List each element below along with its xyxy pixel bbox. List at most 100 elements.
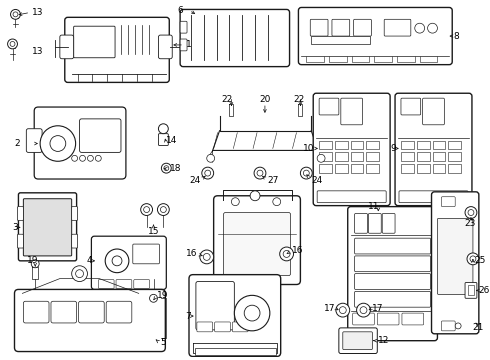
FancyBboxPatch shape [319, 98, 339, 115]
Circle shape [200, 250, 214, 264]
Bar [401, 164, 414, 173]
FancyBboxPatch shape [332, 19, 350, 36]
Bar [195, 348, 276, 355]
Circle shape [234, 295, 270, 331]
Circle shape [161, 163, 171, 173]
Bar [329, 56, 347, 62]
Bar [367, 152, 379, 161]
Circle shape [244, 305, 260, 321]
Circle shape [205, 170, 211, 176]
Circle shape [283, 251, 290, 257]
Text: 24: 24 [190, 176, 201, 185]
Circle shape [231, 198, 239, 206]
Circle shape [202, 167, 214, 179]
Bar [448, 140, 461, 149]
Circle shape [250, 191, 260, 201]
Circle shape [144, 207, 149, 212]
FancyBboxPatch shape [18, 207, 24, 220]
Circle shape [468, 210, 474, 216]
Bar [401, 140, 414, 149]
Text: 23: 23 [465, 219, 476, 228]
FancyBboxPatch shape [223, 212, 291, 276]
FancyBboxPatch shape [343, 332, 372, 350]
Circle shape [465, 207, 477, 219]
Circle shape [96, 156, 101, 161]
Text: 20: 20 [259, 95, 270, 104]
Text: 5: 5 [160, 338, 166, 347]
Text: 19: 19 [26, 256, 38, 265]
FancyBboxPatch shape [51, 301, 76, 323]
FancyBboxPatch shape [401, 98, 421, 115]
FancyBboxPatch shape [399, 191, 468, 203]
Text: 14: 14 [166, 136, 178, 145]
Text: 11: 11 [368, 202, 379, 211]
Text: 9: 9 [390, 144, 396, 153]
FancyBboxPatch shape [92, 236, 166, 289]
Bar [401, 152, 414, 161]
Circle shape [141, 204, 152, 216]
Circle shape [75, 270, 83, 278]
Circle shape [72, 156, 77, 161]
Text: 16: 16 [186, 249, 198, 258]
Circle shape [360, 307, 367, 314]
Text: 19: 19 [156, 291, 168, 300]
FancyBboxPatch shape [15, 289, 165, 352]
FancyBboxPatch shape [402, 313, 424, 325]
FancyBboxPatch shape [60, 35, 74, 59]
Bar [319, 152, 332, 161]
Circle shape [254, 167, 266, 179]
Text: 17: 17 [372, 304, 384, 313]
Text: 7: 7 [185, 311, 191, 320]
FancyBboxPatch shape [72, 234, 77, 248]
Bar [448, 164, 461, 173]
Circle shape [40, 126, 75, 161]
FancyBboxPatch shape [341, 98, 363, 125]
Circle shape [207, 154, 215, 162]
Circle shape [160, 207, 166, 212]
Text: 10: 10 [303, 144, 314, 153]
Bar [335, 164, 348, 173]
FancyBboxPatch shape [354, 19, 371, 36]
Circle shape [257, 170, 263, 176]
Circle shape [8, 39, 18, 49]
Circle shape [11, 9, 21, 19]
FancyBboxPatch shape [214, 196, 300, 284]
FancyBboxPatch shape [106, 301, 132, 323]
FancyBboxPatch shape [158, 134, 168, 145]
Circle shape [105, 249, 129, 273]
FancyBboxPatch shape [298, 8, 452, 65]
Text: 2: 2 [15, 139, 21, 148]
FancyBboxPatch shape [26, 129, 42, 152]
Text: 17: 17 [324, 304, 336, 313]
Bar [433, 164, 445, 173]
FancyBboxPatch shape [232, 322, 248, 332]
Bar [306, 56, 324, 62]
Circle shape [415, 23, 425, 33]
Text: 27: 27 [267, 176, 278, 185]
Circle shape [112, 256, 122, 266]
Circle shape [428, 23, 438, 33]
FancyBboxPatch shape [382, 213, 395, 233]
FancyBboxPatch shape [432, 192, 479, 334]
Text: 21: 21 [472, 323, 484, 332]
Text: 22: 22 [294, 95, 305, 104]
Circle shape [149, 294, 157, 302]
FancyBboxPatch shape [74, 26, 115, 58]
Bar [319, 140, 332, 149]
Bar [374, 56, 392, 62]
FancyBboxPatch shape [158, 35, 172, 59]
Text: 26: 26 [478, 286, 489, 295]
Bar [416, 164, 430, 173]
FancyBboxPatch shape [384, 19, 411, 36]
Circle shape [203, 253, 210, 260]
Text: 13: 13 [32, 8, 44, 17]
FancyBboxPatch shape [348, 207, 438, 341]
Circle shape [13, 12, 18, 17]
Circle shape [10, 41, 15, 46]
Circle shape [87, 156, 94, 161]
FancyBboxPatch shape [189, 275, 281, 356]
FancyBboxPatch shape [310, 19, 328, 36]
Text: 18: 18 [170, 164, 182, 173]
Bar [352, 56, 369, 62]
Bar [351, 140, 364, 149]
